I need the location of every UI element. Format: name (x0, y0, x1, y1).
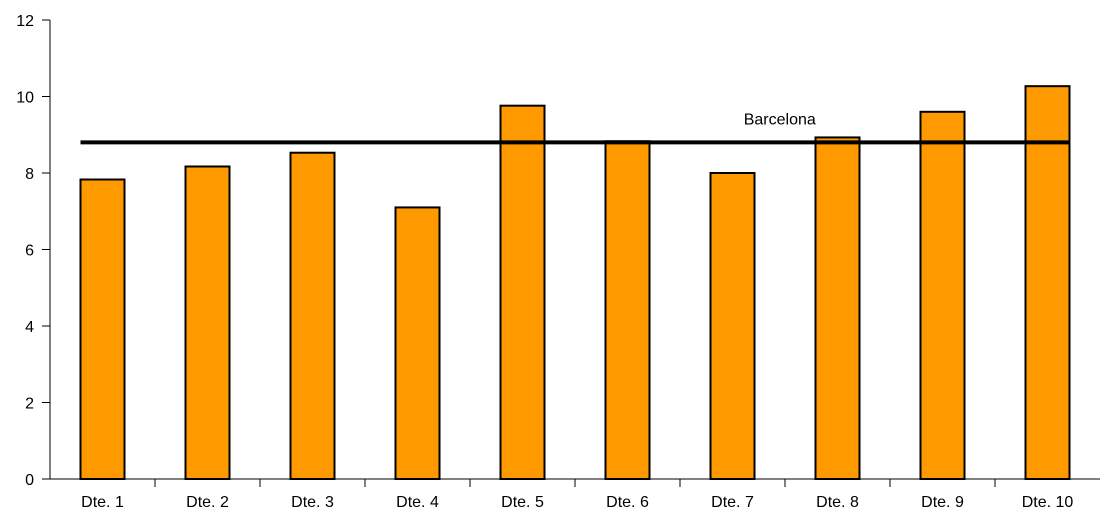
x-tick-label: Dte. 3 (291, 494, 334, 511)
x-tick-label: Dte. 6 (606, 494, 649, 511)
bar-dte-8 (814, 136, 861, 481)
y-tick-group: 0 2 4 6 8 10 12 (16, 13, 50, 489)
bar-dte-6 (604, 140, 651, 480)
reference-group: Barcelona (80, 111, 1070, 145)
y-axis: 0 2 4 6 8 10 12 (16, 13, 51, 489)
bar-dte-2 (184, 165, 231, 480)
y-tick-label: 6 (25, 243, 34, 260)
y-tick-label: 12 (16, 13, 34, 30)
y-tick-label: 2 (25, 396, 34, 413)
x-tick-label: Dte. 4 (396, 494, 439, 511)
bar-dte-7 (709, 172, 756, 480)
bar-dte-4 (394, 206, 441, 481)
x-tick-label: Dte. 8 (816, 494, 859, 511)
x-tick-label: Dte. 9 (921, 494, 964, 511)
y-tick-label: 8 (25, 166, 34, 183)
x-tick-label: Dte. 2 (186, 494, 229, 511)
y-tick-label: 10 (16, 90, 34, 107)
x-tick-label: Dte. 5 (501, 494, 544, 511)
x-tick-label: Dte. 10 (1022, 494, 1074, 511)
bar-dte-5 (499, 104, 546, 481)
bar-series (79, 85, 1071, 481)
bar-dte-10 (1024, 85, 1071, 481)
bar-dte-3 (289, 151, 336, 480)
barcelona-reference-label: Barcelona (744, 111, 816, 128)
x-tick-group: Dte. 1 Dte. 2 Dte. 3 Dte. 4 Dte. 5 Dte. 6 Dte.… (81, 479, 1073, 511)
bar-dte-9 (919, 110, 966, 481)
bar-dte-1 (79, 178, 126, 480)
y-tick-label: 0 (25, 472, 34, 489)
x-axis: Dte. 1 Dte. 2 Dte. 3 Dte. 4 Dte. 5 Dte. 6 Dte.… (42, 478, 1100, 511)
x-tick-label: Dte. 1 (81, 494, 124, 511)
x-tick-label: Dte. 7 (711, 494, 754, 511)
y-tick-label: 4 (25, 319, 34, 336)
